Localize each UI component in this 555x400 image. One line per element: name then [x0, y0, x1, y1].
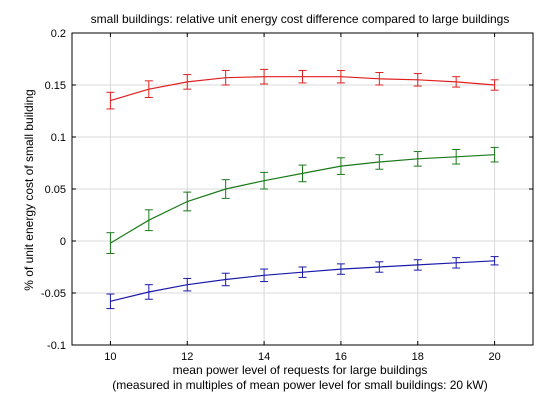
error-bar	[144, 284, 153, 300]
error-bar	[183, 191, 192, 212]
error-bar	[452, 76, 461, 88]
error-bar	[490, 146, 499, 163]
y-tick-label: 0.1	[51, 132, 66, 144]
series-2	[106, 146, 499, 254]
error-bar	[336, 263, 345, 275]
error-bar	[144, 209, 153, 232]
series-1	[106, 68, 499, 110]
error-bar	[375, 72, 384, 86]
error-bar	[298, 69, 307, 84]
x-tick-label: 10	[104, 351, 116, 363]
error-bar	[298, 266, 307, 278]
error-bar	[183, 277, 192, 292]
y-tick-label: 0.2	[51, 28, 66, 40]
x-tick-label: 16	[335, 351, 347, 363]
error-bar	[375, 154, 384, 170]
error-bar	[221, 272, 230, 287]
y-tick-label: -0.1	[47, 340, 66, 352]
error-bar	[298, 164, 307, 183]
error-bar	[490, 79, 499, 91]
chart-title: small buildings: relative unit energy co…	[91, 12, 510, 26]
error-bar	[106, 293, 115, 310]
series-group	[106, 68, 499, 310]
error-bar	[413, 259, 422, 271]
y-tick-label: -0.05	[41, 288, 66, 300]
x-axis-label: mean power level of requests for large b…	[173, 363, 428, 377]
error-bar	[413, 73, 422, 87]
y-tick-label: 0	[60, 236, 66, 248]
x-axis-label-line2: (measured in multiples of mean power lev…	[112, 378, 488, 392]
error-bar	[452, 148, 461, 165]
error-bar	[221, 69, 230, 86]
error-bar	[183, 74, 192, 90]
error-bar	[221, 179, 230, 199]
ticks: 10 12 14 16 18 20 -0.1 -0.05 0 0.05 0.1 0.15 0.2	[41, 28, 533, 363]
error-bar	[413, 151, 422, 167]
error-bar	[106, 91, 115, 110]
error-bar	[260, 268, 269, 283]
error-bar	[144, 80, 153, 98]
error-bar	[490, 256, 499, 266]
x-tick-label: 20	[488, 351, 500, 363]
x-tick-label: 14	[258, 351, 270, 363]
x-tick-label: 12	[181, 351, 193, 363]
error-bar	[260, 68, 269, 85]
y-tick-label: 0.15	[45, 80, 66, 92]
plot-frame	[71, 32, 534, 346]
error-bar	[375, 261, 384, 273]
y-axis-label: % of unit energy cost of small building	[22, 89, 36, 290]
error-bar	[260, 171, 269, 190]
error-bar	[336, 69, 345, 84]
error-bar	[336, 157, 345, 175]
series-3	[106, 256, 499, 310]
error-bar	[106, 232, 115, 254]
y-tick-label: 0.05	[45, 184, 66, 196]
error-bar	[452, 257, 461, 269]
x-tick-label: 18	[412, 351, 424, 363]
